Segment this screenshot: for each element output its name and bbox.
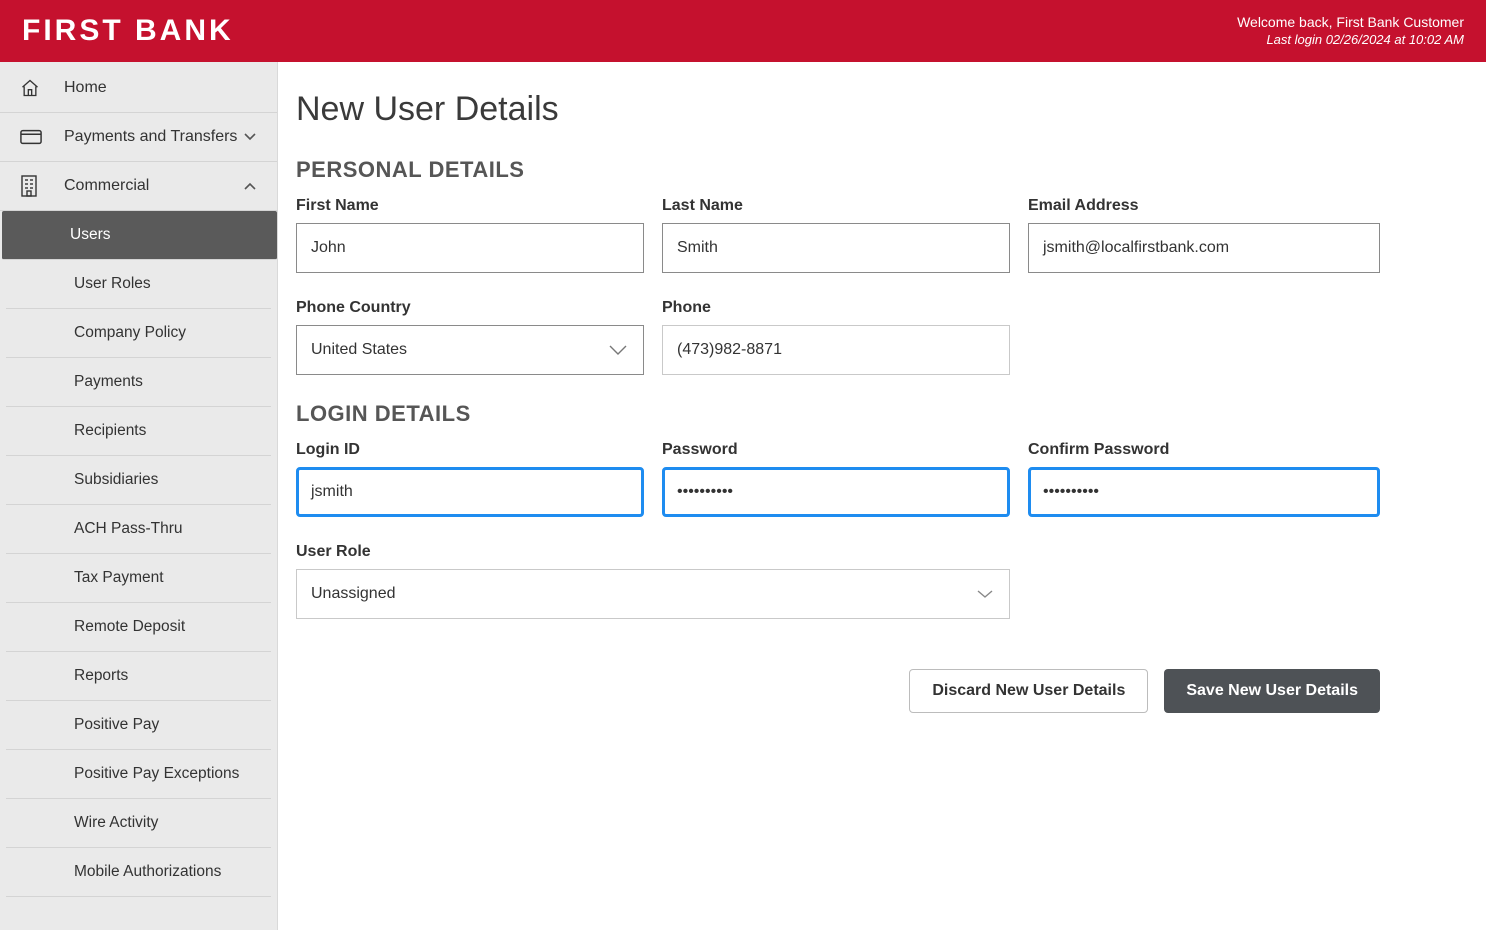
sidebar-subitem-mobile-authorizations[interactable]: Mobile Authorizations (6, 848, 271, 897)
sidebar-item-label: Payments (74, 373, 143, 391)
label-email: Email Address (1028, 197, 1380, 215)
sidebar-item-label: Remote Deposit (74, 618, 185, 636)
sidebar-subitem-users[interactable]: Users (2, 211, 277, 260)
label-phone: Phone (662, 299, 1010, 317)
sidebar: Home Payments and Transfers (0, 62, 278, 930)
sidebar-item-label: Home (64, 79, 107, 97)
user-role-select[interactable]: Unassigned (296, 569, 1010, 619)
last-name-input[interactable]: Smith (662, 223, 1010, 273)
save-button[interactable]: Save New User Details (1164, 669, 1380, 713)
main-content: New User Details PERSONAL DETAILS First … (278, 62, 1486, 930)
sidebar-item-label: ACH Pass-Thru (74, 520, 183, 538)
confirm-password-input[interactable]: •••••••••• (1028, 467, 1380, 517)
sidebar-subitem-wire-activity[interactable]: Wire Activity (6, 799, 271, 848)
field-confirm-password: Confirm Password •••••••••• (1028, 441, 1380, 517)
sidebar-subitem-positive-pay[interactable]: Positive Pay (6, 701, 271, 750)
chevron-up-icon (243, 181, 257, 191)
sidebar-item-label: Company Policy (74, 324, 186, 342)
label-last-name: Last Name (662, 197, 1010, 215)
page-title: New User Details (296, 90, 1450, 129)
sidebar-subitem-positive-pay-exceptions[interactable]: Positive Pay Exceptions (6, 750, 271, 799)
field-first-name: First Name John (296, 197, 644, 273)
sidebar-subitem-payments[interactable]: Payments (6, 358, 271, 407)
home-icon (20, 78, 46, 98)
sidebar-item-label: Reports (74, 667, 128, 685)
field-email: Email Address jsmith@localfirstbank.com (1028, 197, 1380, 273)
sidebar-item-label: Positive Pay (74, 716, 159, 734)
field-password: Password •••••••••• (662, 441, 1010, 517)
sidebar-item-commercial[interactable]: Commercial (0, 162, 277, 211)
sidebar-item-label: Positive Pay Exceptions (74, 765, 239, 783)
phone-country-select[interactable]: United States (296, 325, 644, 375)
field-phone-country: Phone Country United States (296, 299, 644, 375)
login-id-input[interactable]: jsmith (296, 467, 644, 517)
sidebar-subitem-tax-payment[interactable]: Tax Payment (6, 554, 271, 603)
chevron-down-icon (607, 343, 629, 357)
field-phone: Phone (473)982-8871 (662, 299, 1010, 375)
password-input[interactable]: •••••••••• (662, 467, 1010, 517)
sidebar-subitem-recipients[interactable]: Recipients (6, 407, 271, 456)
chevron-down-icon (243, 132, 257, 142)
sidebar-subitem-reports[interactable]: Reports (6, 652, 271, 701)
chevron-down-icon (975, 588, 995, 600)
phone-input[interactable]: (473)982-8871 (662, 325, 1010, 375)
sidebar-subitem-subsidiaries[interactable]: Subsidiaries (6, 456, 271, 505)
label-phone-country: Phone Country (296, 299, 644, 317)
section-login-details: LOGIN DETAILS (296, 401, 1450, 427)
label-login-id: Login ID (296, 441, 644, 459)
sidebar-item-payments-transfers[interactable]: Payments and Transfers (0, 113, 277, 162)
sidebar-item-label: User Roles (74, 275, 151, 293)
sidebar-item-label: Wire Activity (74, 814, 158, 832)
email-input[interactable]: jsmith@localfirstbank.com (1028, 223, 1380, 273)
section-personal-details: PERSONAL DETAILS (296, 157, 1450, 183)
last-login-text: Last login 02/26/2024 at 10:02 AM (1237, 32, 1464, 49)
sidebar-item-label: Tax Payment (74, 569, 164, 587)
sidebar-item-label: Commercial (64, 177, 149, 195)
label-user-role: User Role (296, 543, 1010, 561)
sidebar-item-label: Payments and Transfers (64, 128, 237, 146)
card-icon (20, 129, 46, 145)
field-login-id: Login ID jsmith (296, 441, 644, 517)
sidebar-item-label: Users (70, 226, 110, 244)
sidebar-item-label: Subsidiaries (74, 471, 158, 489)
sidebar-item-home[interactable]: Home (0, 64, 277, 113)
discard-button-label: Discard New User Details (932, 682, 1125, 700)
user-role-value: Unassigned (311, 585, 396, 603)
discard-button[interactable]: Discard New User Details (909, 669, 1148, 713)
phone-country-value: United States (311, 341, 407, 359)
sidebar-subitem-user-roles[interactable]: User Roles (6, 260, 271, 309)
sidebar-subitem-remote-deposit[interactable]: Remote Deposit (6, 603, 271, 652)
label-password: Password (662, 441, 1010, 459)
app-header: FIRST BANK Welcome back, First Bank Cust… (0, 0, 1486, 62)
field-user-role: User Role Unassigned (296, 543, 1010, 619)
sidebar-subitem-company-policy[interactable]: Company Policy (6, 309, 271, 358)
sidebar-item-label: Recipients (74, 422, 146, 440)
label-confirm-password: Confirm Password (1028, 441, 1380, 459)
building-icon (20, 175, 46, 197)
first-name-input[interactable]: John (296, 223, 644, 273)
logo: FIRST BANK (22, 14, 234, 48)
label-first-name: First Name (296, 197, 644, 215)
sidebar-item-label: Mobile Authorizations (74, 863, 221, 881)
sidebar-subitem-ach-pass-thru[interactable]: ACH Pass-Thru (6, 505, 271, 554)
header-user-info: Welcome back, First Bank Customer Last l… (1237, 13, 1464, 48)
welcome-text: Welcome back, First Bank Customer (1237, 13, 1464, 31)
save-button-label: Save New User Details (1186, 682, 1358, 700)
field-last-name: Last Name Smith (662, 197, 1010, 273)
